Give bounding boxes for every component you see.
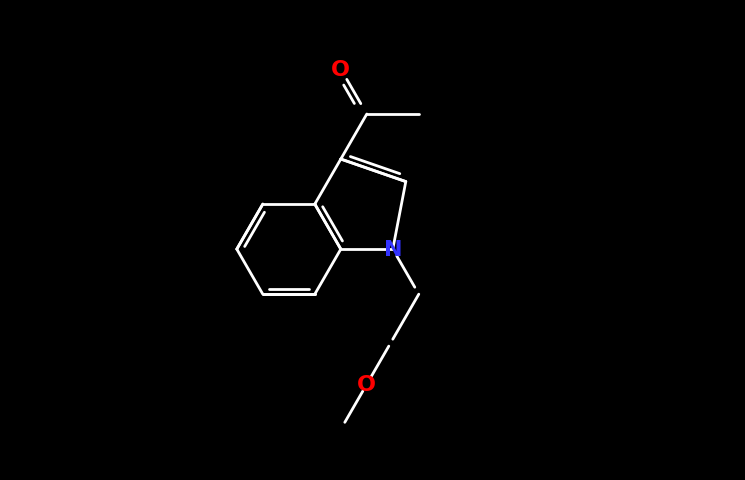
Text: N: N: [384, 240, 402, 260]
Text: O: O: [358, 374, 376, 395]
Text: O: O: [332, 60, 350, 80]
